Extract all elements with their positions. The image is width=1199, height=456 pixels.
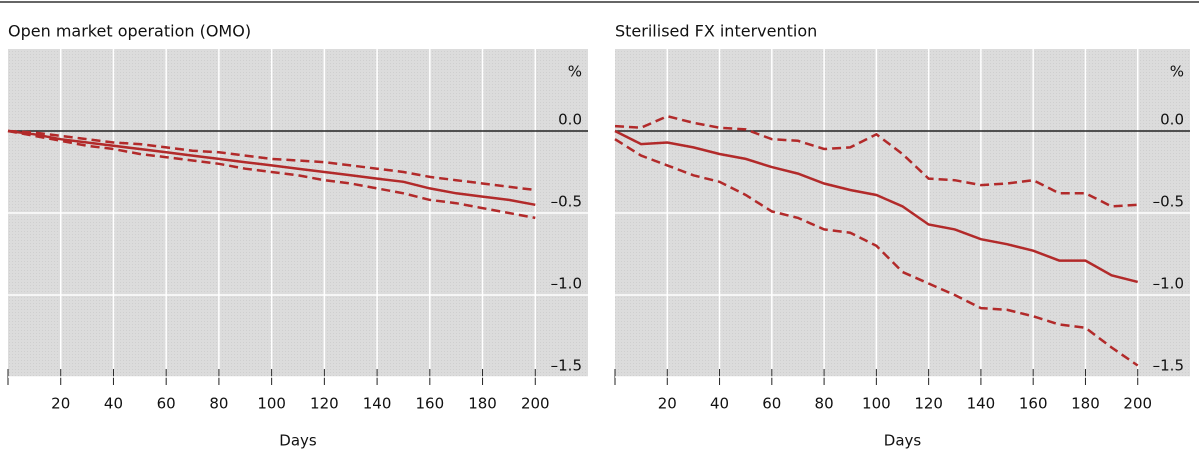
x-tick-label: 160 <box>415 395 444 413</box>
x-tick-label: 180 <box>468 395 497 413</box>
band-line <box>614 114 1138 208</box>
x-tick-label: 100 <box>257 395 286 413</box>
x-tick-label: 140 <box>363 395 392 413</box>
x-tick-label: 80 <box>815 395 834 413</box>
band-line <box>7 129 536 192</box>
x-tick-label: 200 <box>1123 395 1152 413</box>
band-line <box>614 138 1139 367</box>
y-tick-label: –1.0 <box>551 275 582 293</box>
x-tick-label: 80 <box>209 395 228 413</box>
x-tick-label: 40 <box>710 395 729 413</box>
x-tick-label: 100 <box>862 395 891 413</box>
y-unit: % <box>1170 63 1184 81</box>
y-tick-label: 0.0 <box>558 111 582 129</box>
estimate-line <box>7 129 536 207</box>
x-tick-label: 120 <box>914 395 943 413</box>
y-tick-label: 0.0 <box>1160 111 1184 129</box>
x-axis-label: Days <box>884 432 922 450</box>
y-tick-label: –1.5 <box>1153 357 1184 375</box>
band-line <box>7 129 536 220</box>
x-tick-label: 200 <box>521 395 550 413</box>
x-tick-label: 20 <box>51 395 70 413</box>
x-axis-label: Days <box>279 432 317 450</box>
y-unit: % <box>568 63 582 81</box>
y-tick-label: –0.5 <box>551 193 582 211</box>
x-tick-label: 40 <box>104 395 123 413</box>
x-tick-label: 160 <box>1019 395 1048 413</box>
x-tick-label: 20 <box>658 395 677 413</box>
x-tick-label: 60 <box>762 395 781 413</box>
y-tick-label: –1.5 <box>551 357 582 375</box>
chart-title: Sterilised FX intervention <box>615 22 817 41</box>
x-tick-label: 180 <box>1071 395 1100 413</box>
x-tick-label: 120 <box>310 395 339 413</box>
x-tick-label: 60 <box>157 395 176 413</box>
y-tick-label: –0.5 <box>1153 193 1184 211</box>
y-tick-label: –1.0 <box>1153 275 1184 293</box>
x-tick-label: 140 <box>967 395 996 413</box>
estimate-line <box>614 129 1139 284</box>
chart-title: Open market operation (OMO) <box>8 22 251 41</box>
